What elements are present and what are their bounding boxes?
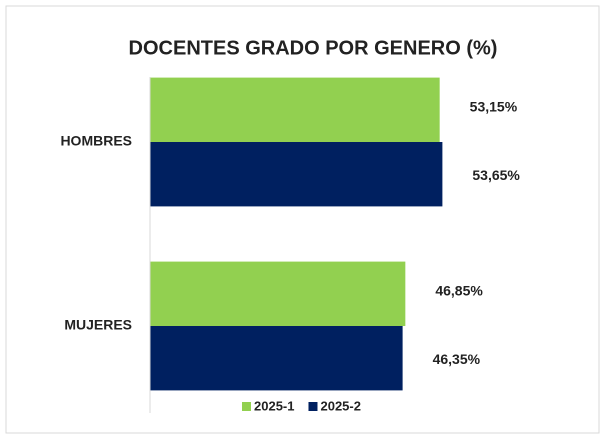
y-tick-label: MUJERES — [64, 317, 132, 333]
legend-swatch — [242, 402, 251, 411]
data-label: 46,35% — [433, 351, 481, 367]
legend-label: 2025-1 — [254, 398, 294, 413]
chart-title: DOCENTES GRADO POR GENERO (%) — [129, 37, 498, 59]
bar — [150, 142, 443, 207]
bar — [150, 77, 440, 142]
bar — [150, 261, 406, 326]
legend-swatch — [308, 402, 318, 411]
y-tick-label: HOMBRES — [60, 133, 132, 149]
data-label: 53,15% — [470, 99, 518, 115]
legend-label: 2025-2 — [320, 398, 360, 413]
data-label: 53,65% — [472, 167, 520, 183]
data-label: 46,85% — [435, 283, 483, 299]
bar — [150, 326, 403, 391]
